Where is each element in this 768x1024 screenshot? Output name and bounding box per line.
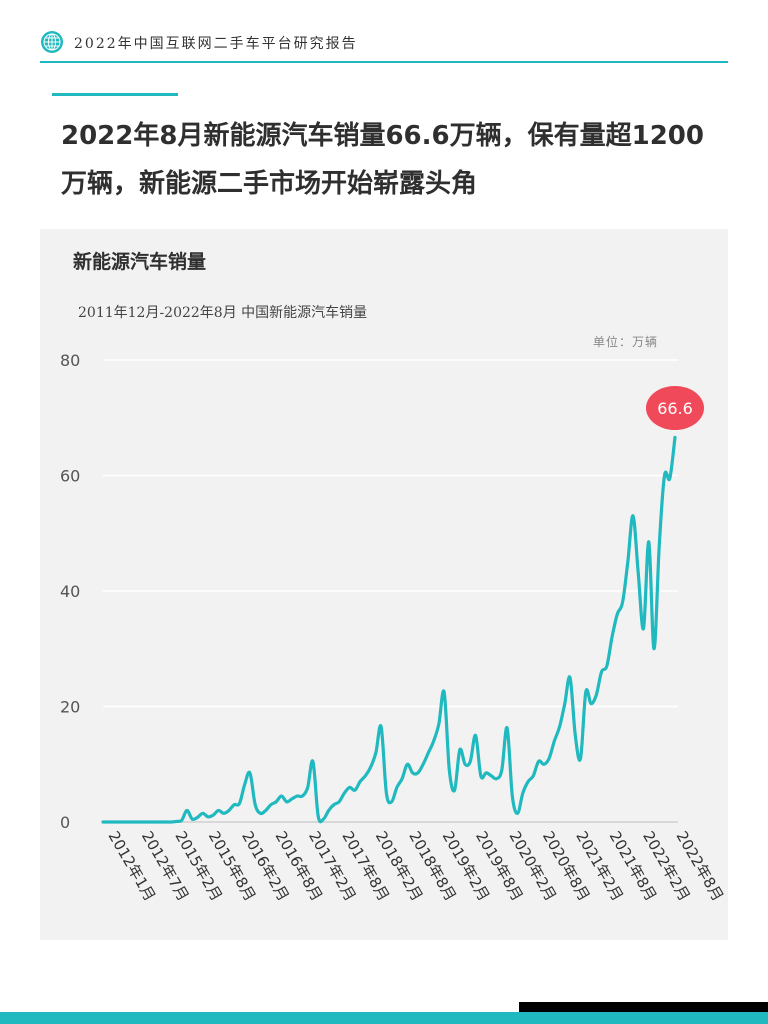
headline-line-2: 万辆，新能源二手市场开始崭露头角 [61, 169, 478, 199]
report-title: 2022年中国互联网二手车平台研究报告 [74, 36, 358, 52]
value-callout-label: 66.6 [657, 399, 693, 418]
y-tick-label: 0 [60, 813, 70, 832]
value-callout-bubble [646, 386, 704, 430]
series-line [101, 435, 677, 824]
y-tick-label: 20 [60, 698, 80, 717]
unit-label: 单位：万辆 [593, 335, 659, 349]
y-tick-label: 60 [60, 467, 80, 486]
headline: 2022年8月新能源汽车销量66.6万辆，保有量超1200 万辆，新能源二手市场… [61, 112, 761, 208]
globe-logo-icon [41, 31, 63, 53]
headline-line-1: 2022年8月新能源汽车销量66.6万辆，保有量超1200 [61, 121, 704, 151]
header-divider [40, 61, 728, 63]
footer-bar-black [519, 1002, 768, 1012]
chart-subtitle: 2011年12月-2022年8月 中国新能源汽车销量 [78, 305, 368, 321]
y-tick-label: 40 [60, 582, 80, 601]
y-tick-label: 80 [60, 351, 80, 370]
footer-bar-cyan [0, 1012, 768, 1024]
chart-title: 新能源汽车销量 [73, 251, 207, 273]
accent-bar [52, 93, 178, 96]
